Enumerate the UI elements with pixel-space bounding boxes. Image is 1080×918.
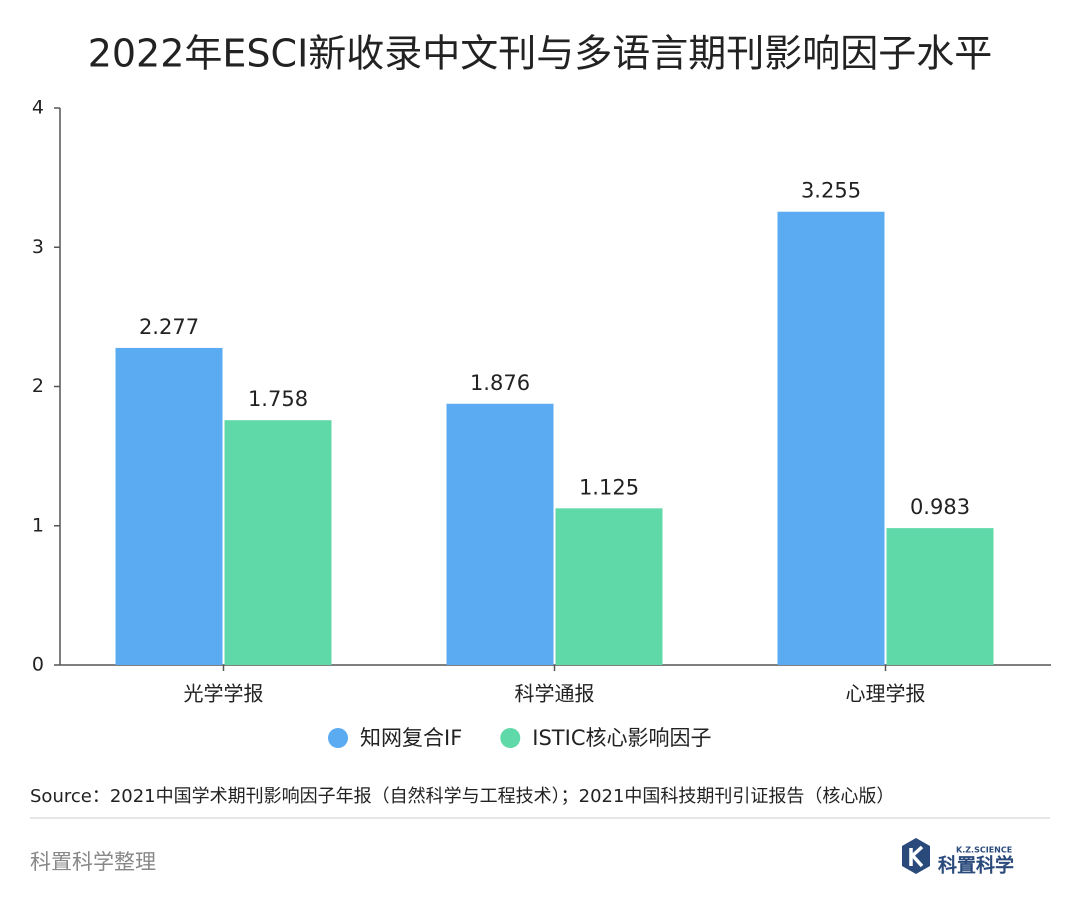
logo-small: K.Z.SCIENCE [956,846,1012,855]
x-tick-label: 光学学报 [184,682,264,706]
source-note: Source：2021中国学术期刊影响因子年报（自然科学与工程技术）；2021中… [30,786,894,807]
legend-swatch [328,728,348,748]
value-label: 0.983 [910,495,970,519]
chart-title: 2022年ESCI新收录中文刊与多语言期刊影响因子水平 [88,32,993,76]
legend-label: ISTIC核心影响因子 [532,726,711,750]
footer-credit: 科置科学整理 [30,850,156,874]
legend-label: 知网复合IF [360,726,462,750]
y-tick-label: 4 [32,97,44,119]
value-label: 1.876 [470,371,530,395]
logo: K.Z.SCIENCE 科置科学 [902,838,1014,877]
legend-swatch [500,728,521,748]
y-tick-label: 2 [32,375,44,397]
bar [224,420,332,665]
x-tick-label: 科学通报 [515,682,595,706]
bar [555,508,663,665]
logo-name: 科置科学 [938,854,1014,877]
bar [115,347,223,665]
value-label: 3.255 [801,179,861,203]
y-tick-label: 1 [32,514,44,536]
value-label: 1.125 [579,475,639,499]
y-tick-label: 3 [32,236,44,258]
logo-icon [902,838,930,874]
logo-k [909,845,924,868]
value-label: 2.277 [139,315,199,339]
bar [777,211,885,665]
bar [446,403,554,665]
y-tick-label: 0 [32,654,44,676]
bar [886,528,994,665]
x-tick-label: 心理学报 [846,682,926,706]
value-label: 1.758 [248,387,308,411]
